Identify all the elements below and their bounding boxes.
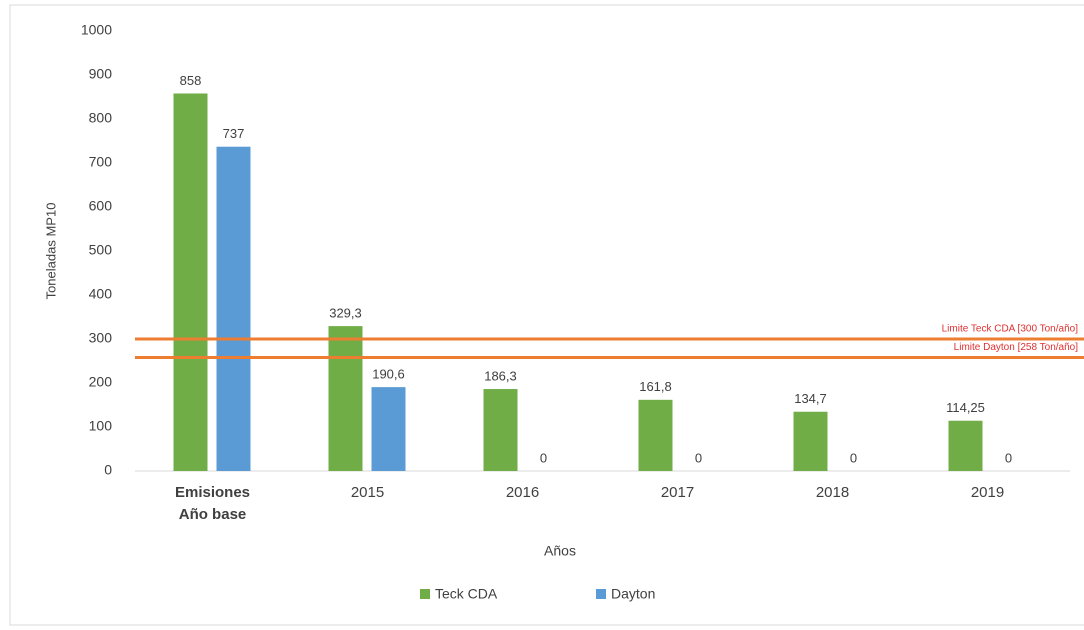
x-tick-label: 2019 [970,484,1005,501]
bar [328,326,363,471]
x-tick-label: 2017 [660,484,695,501]
x-tick-label: 2015 [350,484,385,501]
bar [638,399,673,471]
bar [371,387,406,471]
data-label: 0 [850,450,857,465]
data-label: 0 [540,450,547,465]
bar [216,146,251,471]
legend-swatch [596,589,606,599]
data-label: 329,3 [329,306,362,321]
y-axis-title: Toneladas MP10 [43,203,58,300]
y-tick-label: 900 [89,66,113,82]
legend-label: Dayton [611,586,655,602]
reference-label: Limite Dayton [258 Ton/año] [954,342,1079,353]
data-label: 161,8 [639,379,672,394]
data-label: 186,3 [484,368,517,383]
y-tick-label: 1000 [81,22,112,38]
data-label: 134,7 [794,391,827,406]
y-tick-label: 600 [89,198,113,214]
y-tick-label: 700 [89,154,113,170]
bar [793,411,828,471]
reference-label: Limite Teck CDA [300 Ton/año] [942,324,1079,335]
x-tick-label: 2018 [815,484,850,501]
data-label: 0 [695,450,702,465]
legend-label: Teck CDA [435,586,498,602]
y-tick-label: 500 [89,242,113,258]
y-tick-label: 300 [89,330,113,346]
y-tick-label: 200 [89,374,113,390]
bar [948,420,983,471]
data-label: 858 [180,73,202,88]
legend-swatch [420,589,430,599]
y-tick-label: 0 [104,462,112,478]
chart-border [9,4,1084,626]
y-tick-label: 800 [89,110,113,126]
data-label: 190,6 [372,367,405,382]
x-axis-title: Años [544,543,576,559]
bar [483,389,518,471]
x-tick-label: Emisiones Año base [174,484,251,523]
x-tick-label: 2016 [505,484,540,501]
data-label: 114,25 [946,400,985,415]
data-label: 0 [1005,450,1012,465]
y-tick-label: 400 [89,286,113,302]
y-tick-label: 100 [89,418,113,434]
data-label: 737 [223,126,245,141]
bar [173,93,208,471]
